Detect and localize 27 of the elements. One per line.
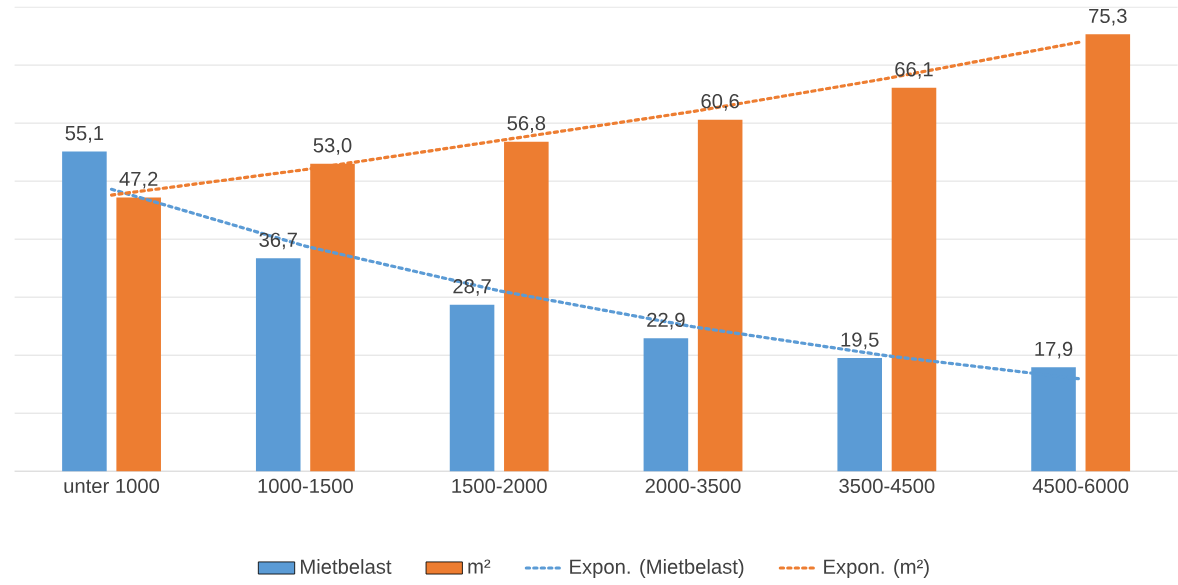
- bar: [1085, 34, 1131, 472]
- bar: [697, 119, 743, 472]
- legend-label: m²: [468, 559, 491, 574]
- x-tick-label: 1000-1500: [258, 478, 353, 493]
- legend-label: Expon. (m²): [824, 558, 929, 578]
- data-label: 55,1: [65, 125, 104, 143]
- x-tick-label: 4500-6000: [1032, 478, 1129, 493]
- bar: [62, 151, 107, 472]
- bar: [449, 304, 495, 472]
- legend-label: Mietbelast: [301, 558, 392, 574]
- data-label: 47,2: [119, 171, 158, 189]
- bar: [891, 87, 937, 472]
- bar: [255, 258, 301, 472]
- data-label: 19,5: [841, 332, 879, 349]
- bar: [837, 357, 882, 472]
- x-tick-label: unter 1000: [64, 478, 160, 493]
- x-tick-label: 1500-2000: [452, 478, 547, 493]
- data-label: 56,8: [507, 115, 546, 133]
- data-label: 17,9: [1035, 341, 1073, 359]
- data-label: 53,0: [313, 137, 352, 155]
- x-tick-label: 3500-4500: [839, 478, 935, 493]
- data-label: 36,7: [259, 232, 297, 250]
- bar: [643, 338, 689, 472]
- legend-label: Expon. (Mietbelast): [570, 558, 744, 578]
- x-tick-label: 2000-3500: [645, 478, 741, 493]
- data-label: 75,3: [1089, 8, 1127, 26]
- data-label: 60,6: [701, 93, 739, 111]
